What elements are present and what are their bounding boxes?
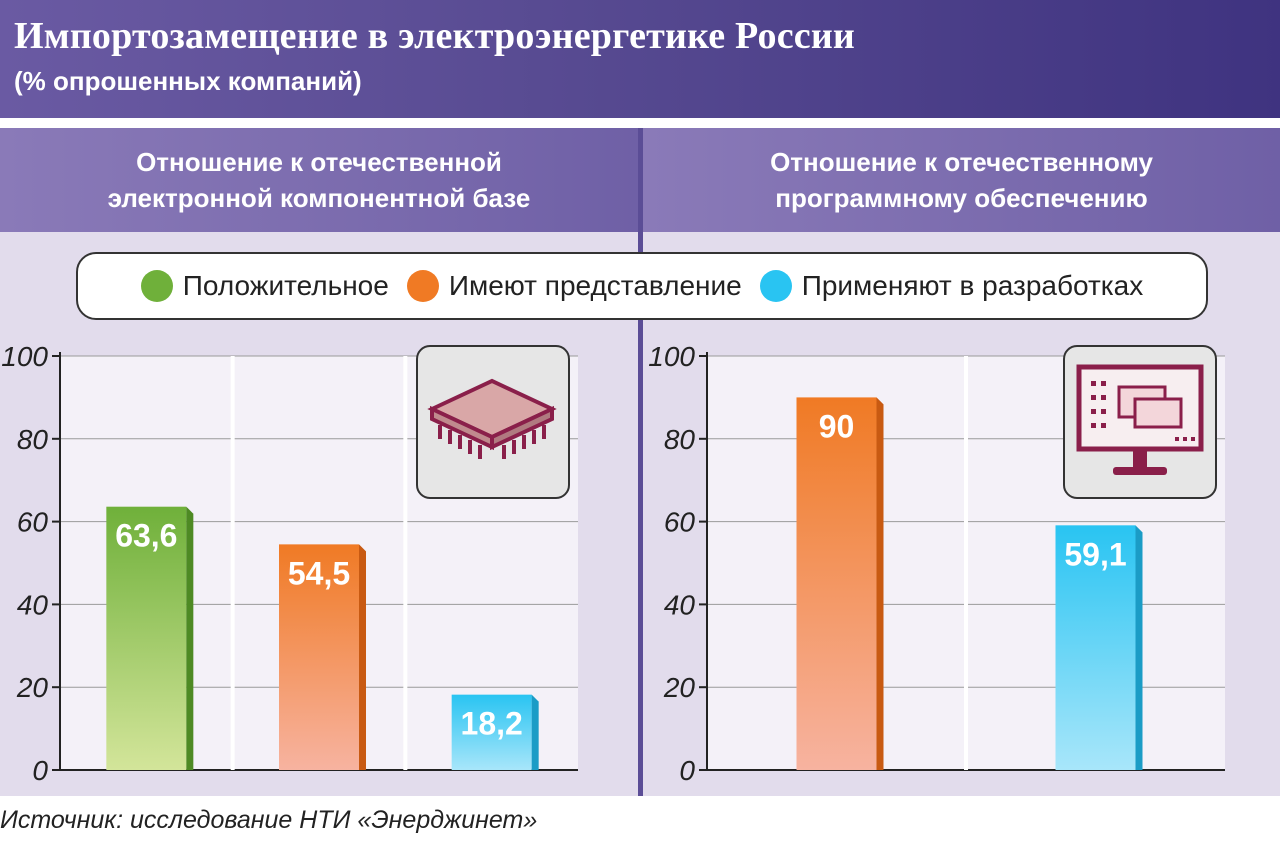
y-tick-label: 100 — [648, 341, 695, 372]
legend: Положительное Имеют представление Примен… — [76, 252, 1208, 320]
bar-side — [1135, 525, 1143, 770]
bar — [106, 506, 194, 770]
source-note: Источник: исследование НТИ «Энерджинет» — [0, 806, 538, 834]
bar-side — [186, 506, 194, 770]
bar-value-label: 59,1 — [1064, 536, 1126, 572]
computer-monitor-icon — [1063, 345, 1217, 499]
y-tick-label: 0 — [679, 755, 695, 786]
right-bar-chart: 0 20 40 60 80 100 90 59,1 — [648, 341, 1225, 786]
y-tick-label: 40 — [664, 589, 696, 620]
y-tick-label: 100 — [1, 341, 48, 372]
bar — [796, 397, 884, 770]
bar-value-label: 54,5 — [288, 555, 350, 591]
y-tick-label: 80 — [17, 424, 49, 455]
left-heading-line2: электронной компонентной базе — [107, 183, 531, 213]
bar — [451, 694, 539, 770]
y-tick-label: 40 — [17, 589, 49, 620]
bar-value-label: 18,2 — [461, 706, 523, 742]
microchip-icon — [416, 345, 570, 499]
bar-side — [359, 544, 366, 770]
bar — [279, 544, 366, 770]
right-heading-line2: программному обеспечению — [775, 183, 1148, 213]
bar — [1055, 525, 1143, 770]
bar-body — [106, 506, 187, 770]
y-tick-label: 80 — [664, 424, 696, 455]
bar-body — [451, 694, 532, 770]
y-tick-label: 60 — [17, 507, 49, 538]
header-banner: Импортозамещение в электроэнергетике Рос… — [0, 0, 1280, 118]
legend-item-aware: Имеют представление — [406, 270, 742, 302]
panel-divider — [638, 128, 643, 796]
bar-value-label: 63,6 — [115, 518, 177, 554]
legend-item-applied: Применяют в разработках — [759, 270, 1144, 302]
legend-label: Положительное — [182, 270, 389, 301]
bar-body — [796, 397, 877, 770]
right-heading-line1: Отношение к отечественному — [770, 147, 1153, 177]
legend-swatch-blue — [759, 270, 792, 302]
y-tick-label: 0 — [32, 755, 48, 786]
bar-value-label: 90 — [819, 408, 855, 444]
bar-body — [1055, 525, 1136, 770]
legend-label: Имеют представление — [448, 270, 742, 301]
right-panel-heading: Отношение к отечественному программному … — [643, 128, 1280, 232]
left-heading-line1: Отношение к отечественной — [136, 147, 502, 177]
bar-body — [279, 544, 359, 770]
y-tick-label: 60 — [664, 507, 696, 538]
legend-swatch-orange — [406, 270, 439, 302]
legend-item-positive: Положительное — [140, 270, 389, 302]
legend-label: Применяют в разработках — [801, 270, 1144, 301]
chart-subtitle: (% опрошенных компаний) — [14, 66, 362, 96]
legend-swatch-green — [140, 270, 173, 302]
y-tick-label: 20 — [663, 672, 696, 703]
chart-title: Импортозамещение в электроэнергетике Рос… — [14, 15, 856, 57]
bar-side — [876, 397, 884, 770]
y-tick-label: 20 — [16, 672, 49, 703]
left-panel-heading: Отношение к отечественной электронной ко… — [0, 128, 638, 232]
bar-side — [531, 694, 539, 770]
